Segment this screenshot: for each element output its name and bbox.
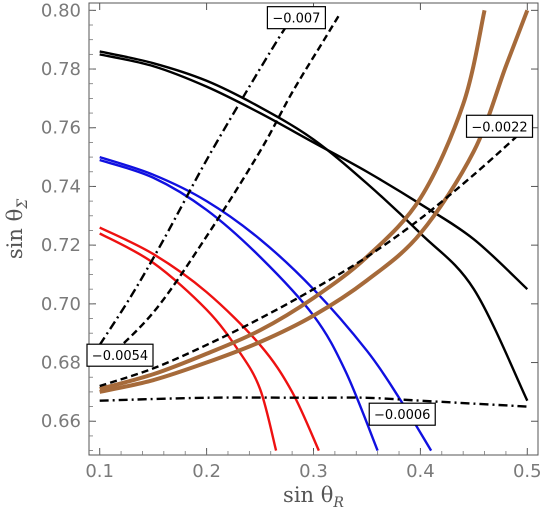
contour-label-box xyxy=(368,402,436,426)
series-line-6 xyxy=(99,232,278,451)
contour-label-3: −0.0054 xyxy=(86,343,154,367)
series-line-9 xyxy=(99,135,518,388)
contour-label-box xyxy=(266,6,326,30)
series-line-2 xyxy=(99,53,529,291)
y-tick-label: 0.70 xyxy=(41,294,81,315)
series-line-3 xyxy=(99,155,433,452)
x-tick-label: 0.1 xyxy=(85,461,114,482)
series-line-12 xyxy=(98,18,294,346)
y-tick-label: 0.66 xyxy=(41,411,81,432)
contour-label-text: −0.0006 xyxy=(374,408,430,423)
x-tick-label: 0.5 xyxy=(513,461,542,482)
series-line-8 xyxy=(99,9,530,394)
ticks-layer: 0.1 0.2 0.3 0.4 0.5 0.66 0.68 0.70 0.72 0.74 0.76 0… xyxy=(41,0,542,482)
x-tick-label: 0.2 xyxy=(192,461,221,482)
annotation-layer: −0.007 −0.0022 −0.0054 −0.0006 xyxy=(86,6,534,426)
y-tick-label: 0.78 xyxy=(41,59,81,80)
contour-label-text: −0.0054 xyxy=(92,349,148,364)
contour-label-text: −0.007 xyxy=(272,12,320,27)
series-line-4 xyxy=(99,158,379,452)
x-axis-label-sub: R xyxy=(332,495,344,511)
contour-label-2: −0.0022 xyxy=(465,114,534,138)
y-axis-label: sin θΣ xyxy=(3,199,31,259)
y-tick-label: 0.76 xyxy=(41,118,81,139)
contour-label-box xyxy=(465,114,534,138)
y-axis-label-sub: Σ xyxy=(15,199,31,210)
series-layer xyxy=(98,9,530,452)
x-axis-label-main: sin θ xyxy=(283,483,333,507)
y-tick-label: 0.80 xyxy=(41,0,81,21)
contour-label-4: −0.0006 xyxy=(368,402,436,426)
series-line-10 xyxy=(98,12,342,367)
contour-label-box xyxy=(86,343,154,367)
series-line-7 xyxy=(99,9,487,391)
contour-label-1: −0.007 xyxy=(266,6,326,30)
contour-label-text: −0.0022 xyxy=(471,120,527,135)
y-tick-label: 0.68 xyxy=(41,353,81,374)
x-tick-label: 0.3 xyxy=(299,461,328,482)
x-tick-label: 0.4 xyxy=(406,461,435,482)
series-line-5 xyxy=(99,226,320,452)
series-line-11 xyxy=(99,396,528,408)
y-axis-label-main: sin θ xyxy=(3,209,27,259)
y-tick-label: 0.72 xyxy=(41,235,81,256)
x-axis-label: sin θR xyxy=(283,483,344,511)
y-tick-label: 0.74 xyxy=(41,176,81,197)
